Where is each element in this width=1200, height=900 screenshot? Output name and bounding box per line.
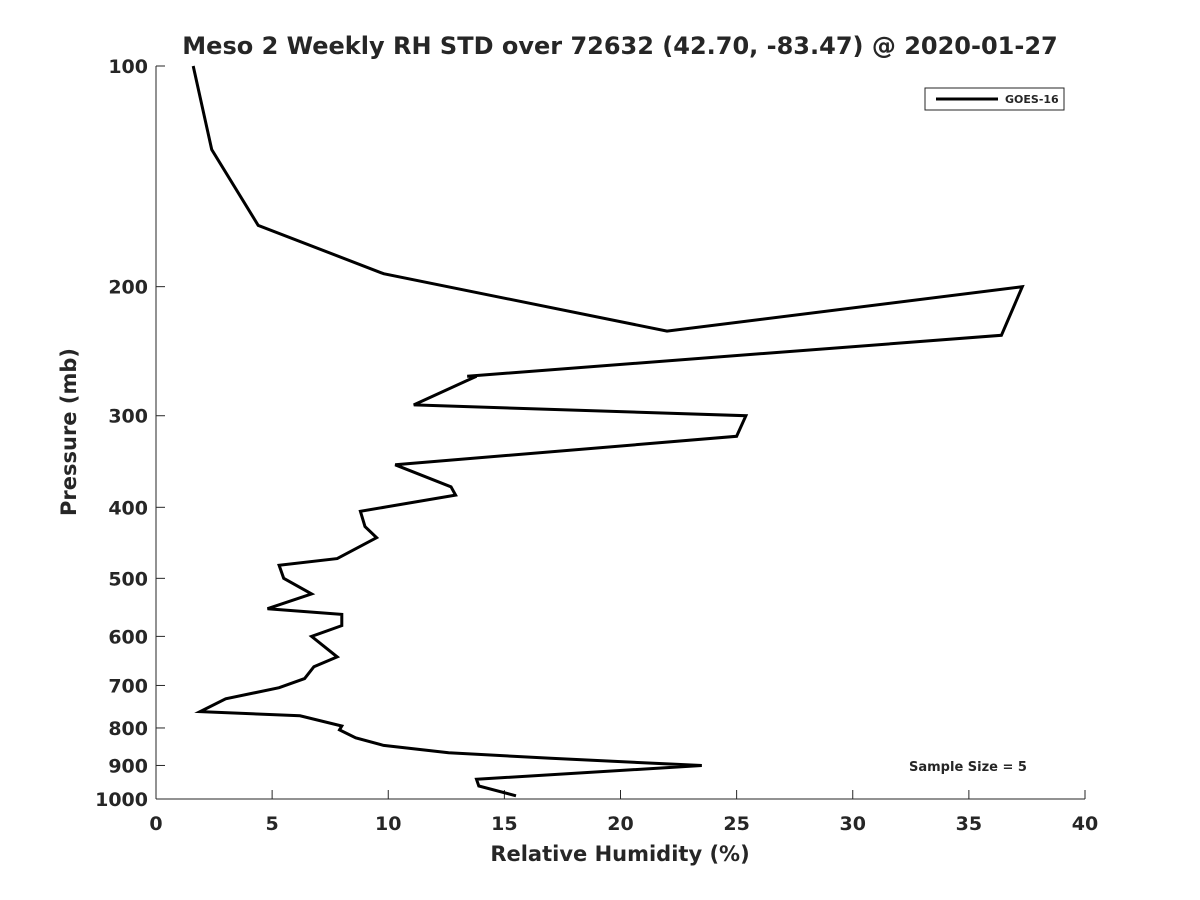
x-tick-label: 20 bbox=[607, 813, 633, 835]
y-tick-label: 300 bbox=[108, 406, 148, 428]
y-axis-ticks: 100 200 300 400 500 600 700 800 900 1000 bbox=[95, 56, 165, 811]
x-tick-label: 25 bbox=[723, 813, 749, 835]
x-tick-label: 10 bbox=[375, 813, 401, 835]
legend-entry-label: GOES-16 bbox=[1005, 93, 1059, 106]
y-tick-label: 900 bbox=[108, 755, 148, 777]
y-tick-label: 600 bbox=[108, 626, 148, 648]
axes bbox=[155, 66, 1085, 800]
x-tick-label: 35 bbox=[956, 813, 982, 835]
y-tick-label: 400 bbox=[108, 497, 148, 519]
legend: GOES-16 bbox=[924, 87, 1065, 111]
x-axis-label: Relative Humidity (%) bbox=[490, 842, 749, 866]
x-tick-label: 40 bbox=[1072, 813, 1098, 835]
x-tick-label: 15 bbox=[491, 813, 517, 835]
y-tick-label: 100 bbox=[108, 56, 148, 78]
series-line-goes-16 bbox=[191, 65, 1025, 798]
chart-title: Meso 2 Weekly RH STD over 72632 (42.70, … bbox=[182, 32, 1057, 60]
x-tick-label: 0 bbox=[149, 813, 162, 835]
x-tick-label: 5 bbox=[266, 813, 279, 835]
y-tick-label: 800 bbox=[108, 718, 148, 740]
y-tick-label: 500 bbox=[108, 568, 148, 590]
x-axis-ticks: 0 5 10 15 20 25 30 35 40 bbox=[149, 790, 1098, 835]
x-tick-label: 30 bbox=[840, 813, 866, 835]
y-axis-label: Pressure (mb) bbox=[57, 348, 81, 516]
y-tick-label: 200 bbox=[108, 277, 148, 299]
sample-size-annotation: Sample Size = 5 bbox=[909, 760, 1027, 775]
y-tick-label: 700 bbox=[108, 675, 148, 697]
series-layer bbox=[191, 65, 1025, 798]
y-tick-label: 1000 bbox=[95, 789, 148, 811]
